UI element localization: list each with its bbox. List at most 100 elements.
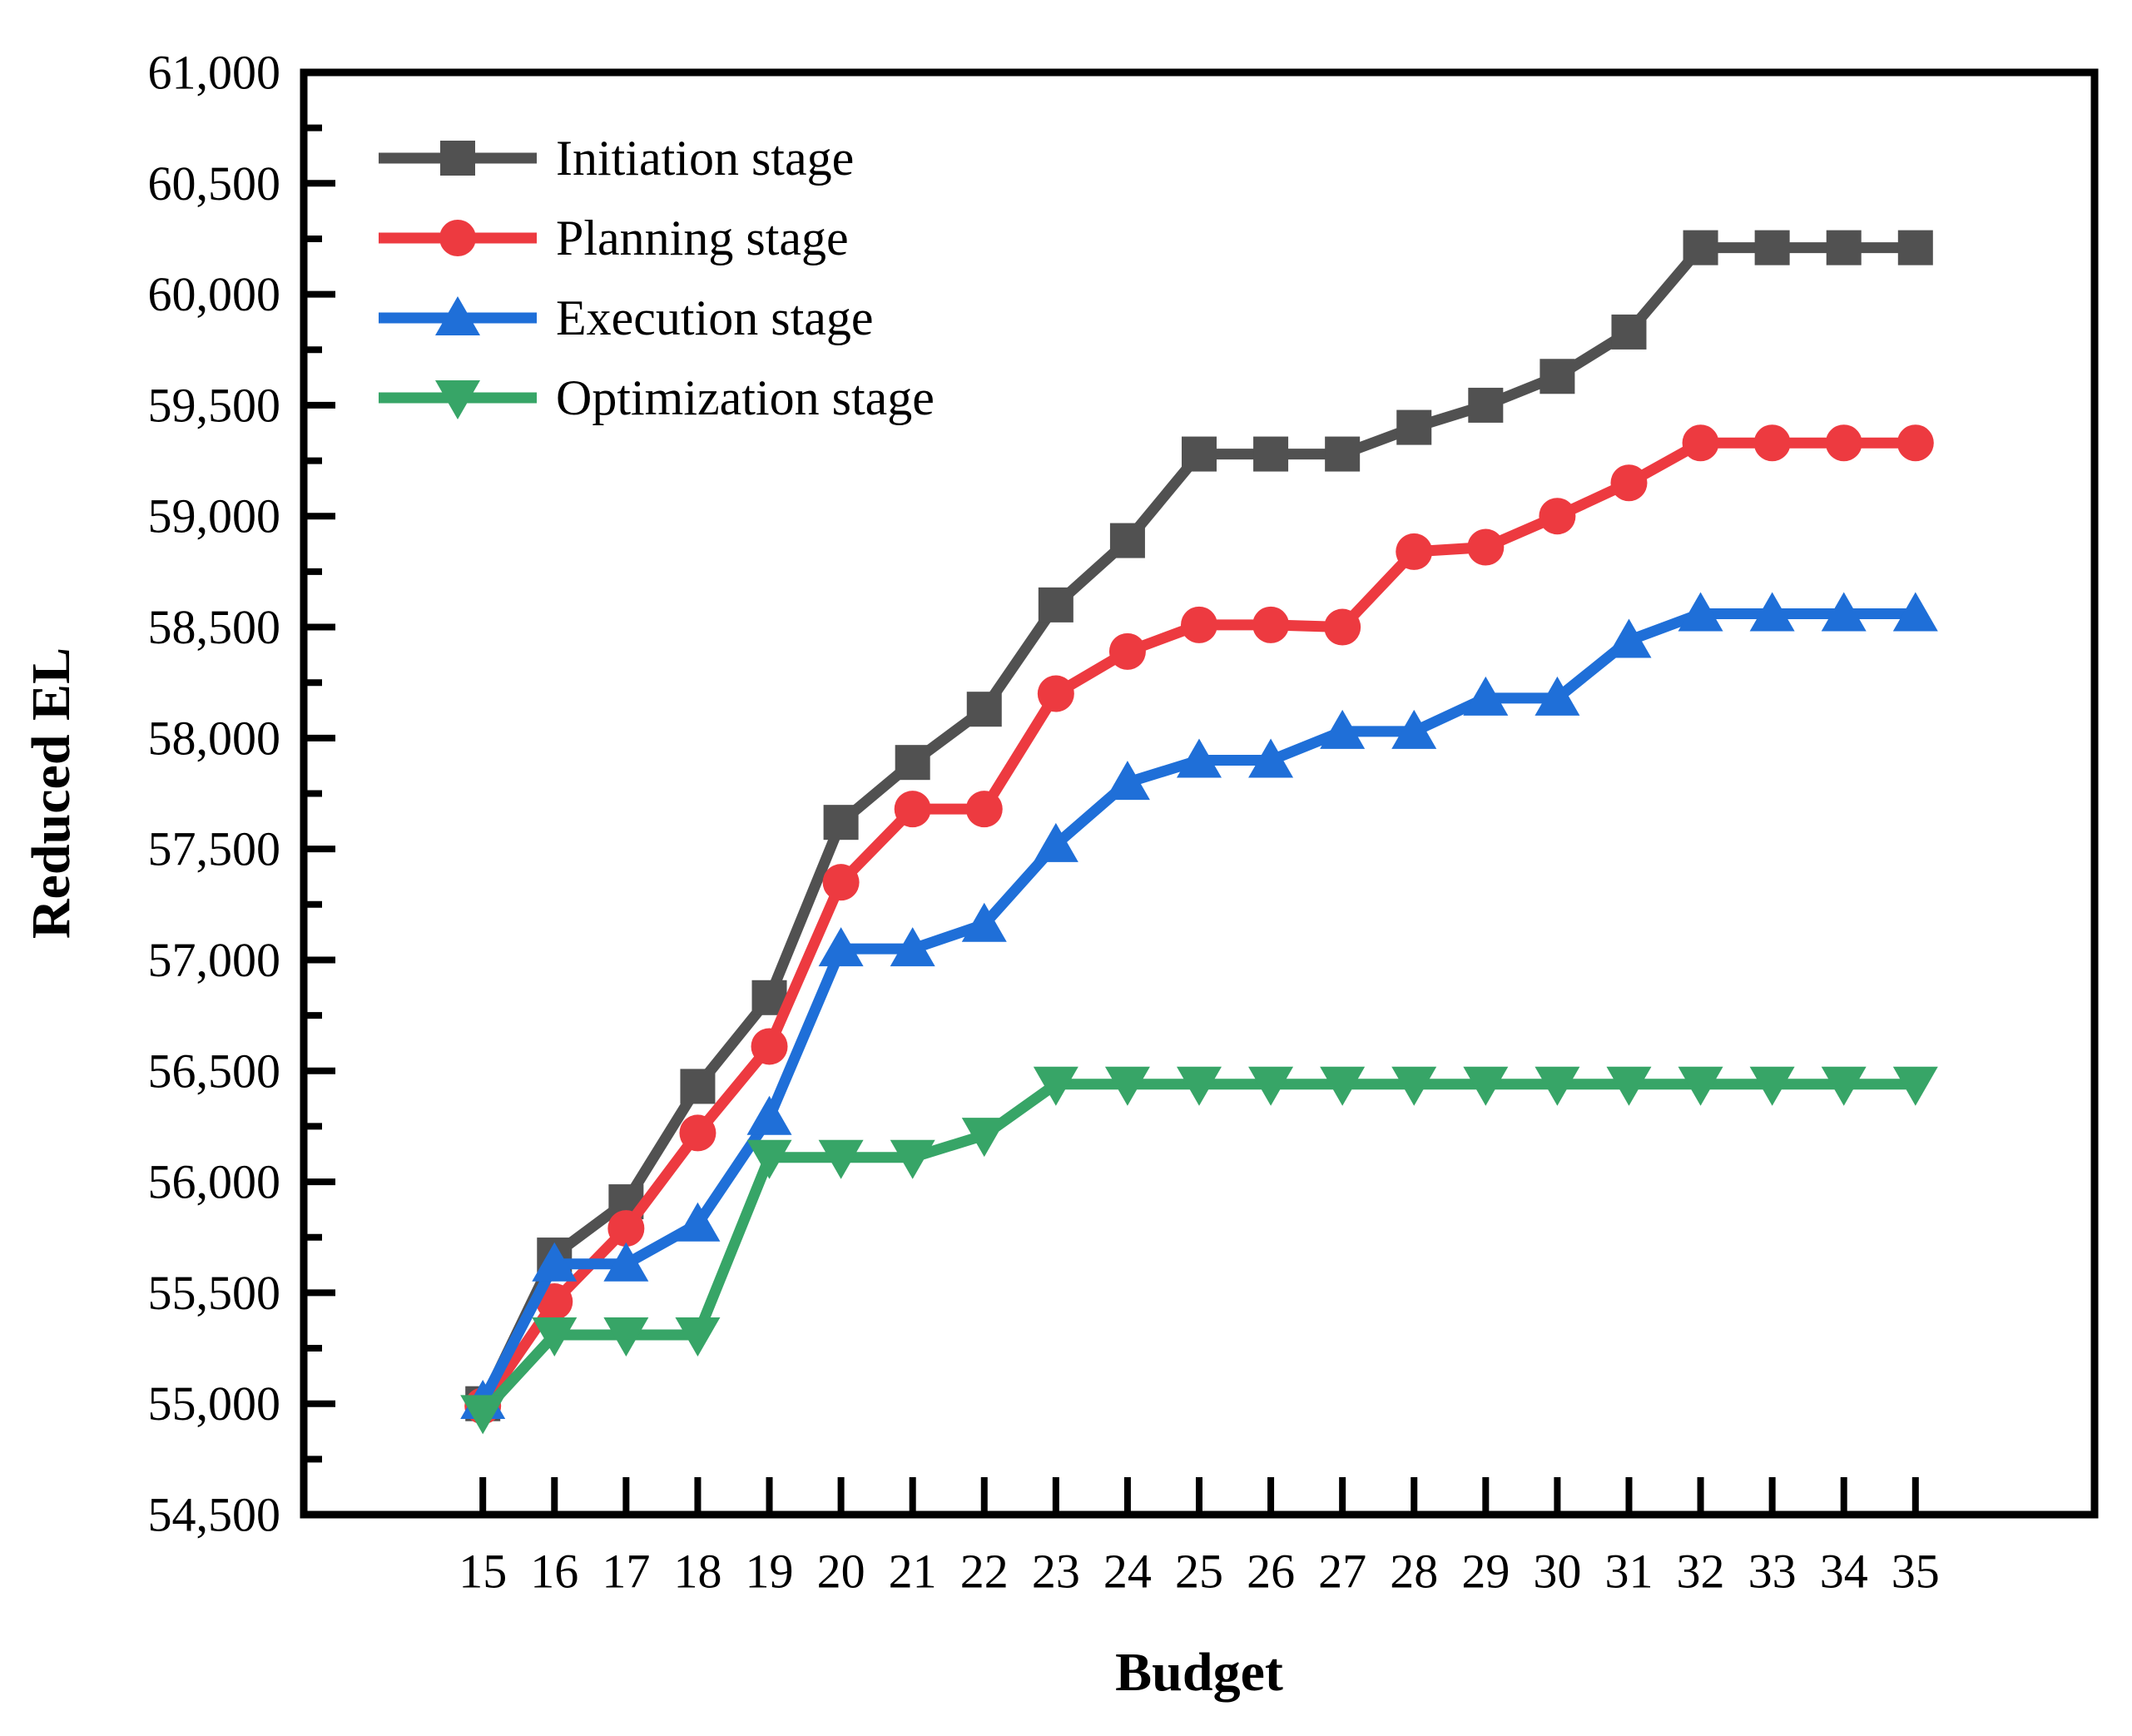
- marker-square: [1109, 523, 1145, 558]
- series-line-planning-stage: [478, 437, 1916, 1410]
- marker-triangle-down: [603, 1317, 649, 1357]
- marker-circle: [1825, 424, 1862, 462]
- series-line-execution-stage: [478, 608, 1916, 1405]
- x-tick-label: 20: [817, 1545, 865, 1599]
- marker-triangle-up: [1177, 738, 1222, 778]
- y-tick-label: 60,000: [148, 267, 281, 321]
- marker-circle: [439, 220, 476, 256]
- marker-triangle-down: [1104, 1066, 1150, 1106]
- y-tick-label: 55,000: [148, 1376, 281, 1431]
- y-tick-label: 59,000: [148, 489, 281, 543]
- x-tick-label: 35: [1892, 1545, 1940, 1599]
- marker-circle: [1753, 424, 1791, 462]
- marker-square: [1325, 436, 1361, 472]
- x-tick-label: 22: [960, 1545, 1009, 1599]
- y-axis-title: Reduced EL: [21, 647, 82, 940]
- marker-triangle-down: [890, 1139, 935, 1179]
- marker-triangle-down: [961, 1118, 1007, 1158]
- x-tick-label: 26: [1247, 1545, 1295, 1599]
- x-tick-label: 17: [602, 1545, 650, 1599]
- x-tick-label: 33: [1748, 1545, 1797, 1599]
- marker-triangle-down: [1606, 1066, 1652, 1106]
- legend-item-optimization-stage: Optimization stage: [379, 370, 935, 425]
- y-tick-label: 57,500: [148, 822, 281, 876]
- legend-label: Optimization stage: [556, 370, 935, 425]
- marker-square: [680, 1069, 716, 1104]
- marker-circle: [822, 864, 860, 901]
- marker-triangle-up: [1821, 592, 1867, 632]
- x-tick-label: 25: [1175, 1545, 1223, 1599]
- marker-triangle-up: [603, 1242, 649, 1282]
- marker-circle: [1252, 606, 1290, 643]
- legend: Initiation stage Planning stage Execution …: [379, 131, 935, 425]
- y-tick-label: 57,000: [148, 933, 281, 987]
- marker-triangle-down: [435, 380, 480, 419]
- y-tick-label: 55,500: [148, 1266, 281, 1320]
- y-tick-label: 58,000: [148, 711, 281, 765]
- x-tick-label: 23: [1032, 1545, 1080, 1599]
- y-tick-label: 54,500: [148, 1488, 281, 1542]
- marker-circle: [1682, 424, 1719, 462]
- legend-label: Initiation stage: [556, 131, 854, 186]
- y-tick-label: 61,000: [148, 46, 281, 100]
- y-tick-label: 58,500: [148, 600, 281, 654]
- x-tick-label: 18: [673, 1545, 721, 1599]
- x-tick-label: 24: [1103, 1545, 1152, 1599]
- legend-item-execution-stage: Execution stage: [379, 290, 874, 345]
- x-tick-label: 34: [1820, 1545, 1868, 1599]
- marker-circle: [1037, 675, 1074, 712]
- marker-triangle-down: [1821, 1066, 1867, 1106]
- legend-label: Execution stage: [556, 290, 874, 345]
- marker-square: [1396, 409, 1432, 445]
- marker-square: [966, 692, 1002, 727]
- marker-circle: [1539, 498, 1576, 535]
- marker-triangle-down: [1391, 1066, 1437, 1106]
- marker-square: [1754, 230, 1790, 265]
- marker-triangle-down: [1248, 1066, 1294, 1106]
- marker-triangle-up: [961, 902, 1007, 942]
- marker-triangle-up: [1391, 709, 1437, 749]
- marker-triangle-up: [890, 927, 935, 967]
- x-axis: 15 16 17 18 19 20 21 22 23 24 25 26 27 28 29 30 31 32 33 34…: [459, 1477, 1940, 1599]
- marker-triangle-down: [675, 1317, 721, 1357]
- marker-triangle-down: [1463, 1066, 1509, 1106]
- marker-square: [1683, 230, 1718, 265]
- x-tick-label: 28: [1390, 1545, 1438, 1599]
- marker-square: [823, 805, 859, 841]
- legend-label: Planning stage: [556, 211, 849, 265]
- marker-circle: [1610, 464, 1648, 502]
- y-tick-label: 56,000: [148, 1155, 281, 1209]
- x-tick-label: 19: [746, 1545, 794, 1599]
- marker-triangle-up: [1463, 676, 1509, 716]
- marker-circle: [894, 791, 931, 828]
- x-tick-label: 15: [459, 1545, 507, 1599]
- marker-triangle-up: [1749, 592, 1795, 632]
- y-tick-label: 60,500: [148, 156, 281, 211]
- y-axis: 54,500 55,000 55,500 56,000 56,500 57,000 57,5…: [148, 46, 335, 1542]
- x-axis-title: Budget: [1115, 1642, 1283, 1703]
- marker-triangle-down: [1177, 1066, 1222, 1106]
- x-tick-label: 32: [1677, 1545, 1725, 1599]
- marker-triangle-up: [1678, 592, 1723, 632]
- legend-item-planning-stage: Planning stage: [379, 211, 849, 265]
- marker-triangle-down: [1535, 1066, 1580, 1106]
- marker-square: [895, 745, 930, 781]
- x-tick-label: 21: [889, 1545, 937, 1599]
- marker-square: [1253, 436, 1289, 472]
- marker-circle: [607, 1210, 645, 1247]
- marker-triangle-down: [746, 1139, 792, 1179]
- marker-triangle-down: [818, 1139, 864, 1179]
- y-tick-label: 56,500: [148, 1044, 281, 1098]
- series-initiation-stage: [465, 230, 1933, 1421]
- marker-square: [1182, 436, 1217, 472]
- marker-circle: [965, 791, 1003, 828]
- marker-triangle-up: [818, 927, 864, 967]
- marker-triangle-up: [1033, 822, 1078, 862]
- x-tick-label: 27: [1318, 1545, 1366, 1599]
- marker-triangle-up: [532, 1242, 578, 1282]
- marker-triangle-up: [1104, 761, 1150, 801]
- marker-triangle-down: [1320, 1066, 1366, 1106]
- axes: 54,500 55,000 55,500 56,000 56,500 57,000 57,5…: [148, 46, 1940, 1599]
- marker-circle: [1896, 424, 1934, 462]
